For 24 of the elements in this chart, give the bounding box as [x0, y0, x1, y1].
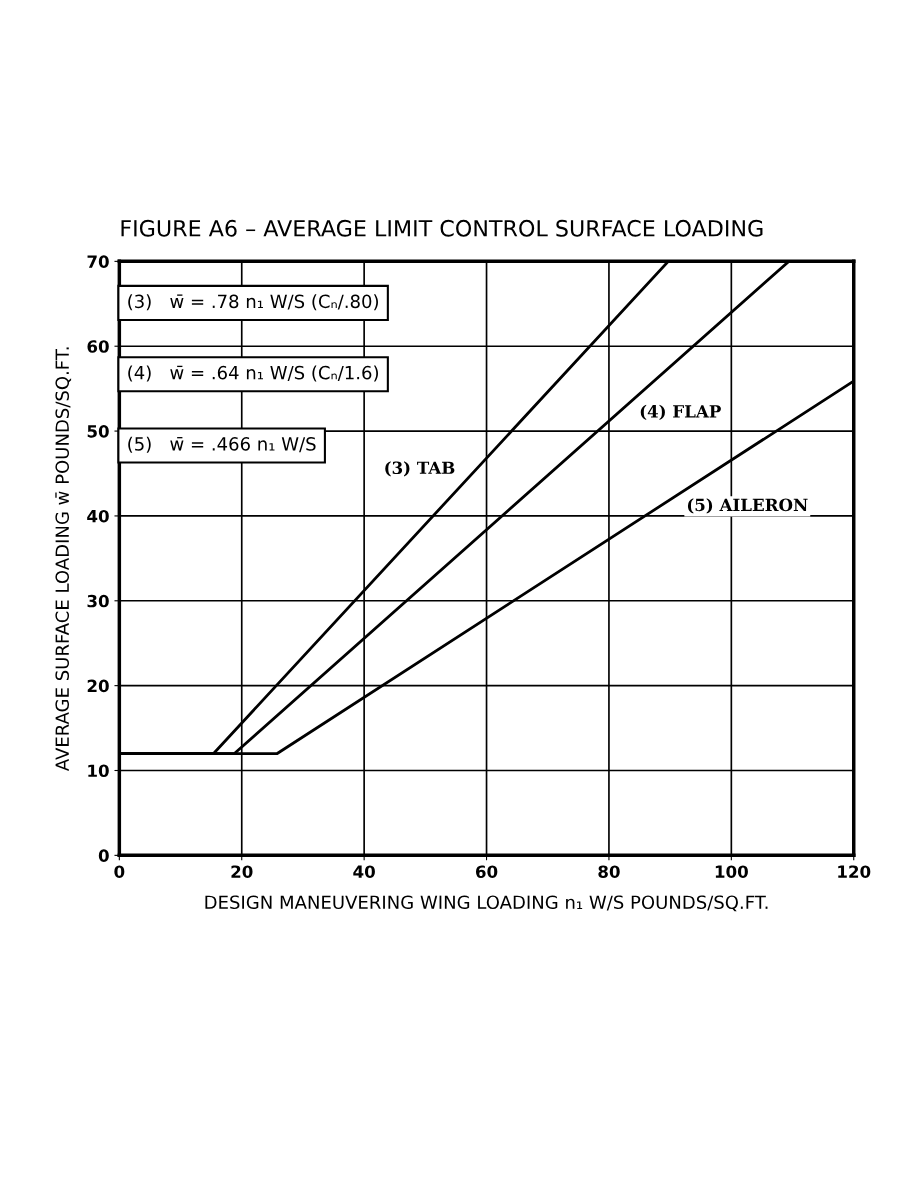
- y-axis-title: AVERAGE SURFACE LOADING w̄ POUNDS/SQ.FT.: [55, 347, 72, 772]
- x-tick-label: 100: [715, 865, 748, 878]
- series-label: (5) AILERON: [687, 498, 808, 514]
- annotation: (5) w̄ = .466 n₁ W/S: [128, 436, 316, 453]
- chart-title: FIGURE A6 – AVERAGE LIMIT CONTROL SURFACE LOADING: [121, 219, 763, 237]
- series-label: (4) FLAP: [640, 404, 721, 420]
- y-tick-label: 70: [87, 255, 109, 268]
- x-tick-label: 120: [838, 865, 871, 878]
- y-tick-label: 50: [87, 425, 109, 438]
- x-tick-label: 60: [475, 865, 498, 878]
- y-tick-label: 0: [98, 849, 109, 862]
- annotation: (4) w̄ = .64 n₁ W/S (Cₙ/1.6): [128, 365, 378, 382]
- x-tick-label: 80: [598, 865, 620, 878]
- series-label: (3) TAB: [385, 461, 455, 477]
- x-tick-label: 40: [353, 865, 375, 878]
- y-tick-label: 60: [87, 340, 109, 353]
- x-axis-title: DESIGN MANEUVERING WING LOADING n₁ W/S POUNDS/SQ.FT.: [205, 895, 768, 912]
- x-tick-label: 20: [231, 865, 253, 878]
- y-tick-label: 40: [87, 509, 109, 523]
- y-tick-label: 30: [87, 594, 109, 608]
- y-tick-label: 10: [88, 764, 109, 778]
- x-tick-label: 0: [114, 865, 125, 878]
- y-tick-label: 20: [87, 679, 109, 693]
- annotation: (3) w̄ = .78 n₁ W/S (Cₙ/.80): [128, 294, 378, 311]
